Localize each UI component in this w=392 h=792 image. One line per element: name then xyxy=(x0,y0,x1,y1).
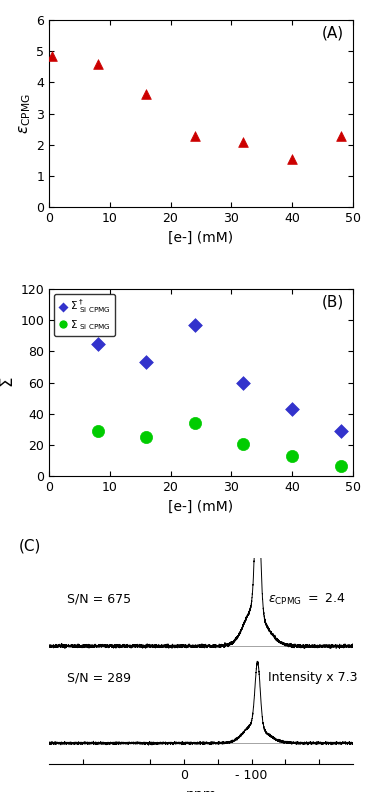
Text: (C): (C) xyxy=(18,539,41,554)
Point xyxy=(240,376,247,389)
Point xyxy=(240,135,247,148)
Legend: $\Sigma^\dagger_{\ \mathrm{Si\ CPMG}}$, $\Sigma_{\ \mathrm{Si\ CPMG}}$: $\Sigma^\dagger_{\ \mathrm{Si\ CPMG}}$, … xyxy=(54,294,115,336)
Point xyxy=(192,417,198,429)
Text: S/N = 289: S/N = 289 xyxy=(67,671,131,684)
Point xyxy=(289,450,295,463)
Y-axis label: $\Sigma$: $\Sigma$ xyxy=(0,377,18,388)
Point xyxy=(143,356,149,368)
Text: $\varepsilon_{\mathrm{CPMG}}\ =\ 2.4$: $\varepsilon_{\mathrm{CPMG}}\ =\ 2.4$ xyxy=(268,592,345,607)
Point xyxy=(94,337,101,350)
Point xyxy=(338,130,344,143)
Point xyxy=(94,425,101,437)
Point xyxy=(143,88,149,101)
X-axis label: [e-] (mM): [e-] (mM) xyxy=(168,230,234,245)
X-axis label: ppm: ppm xyxy=(185,788,216,792)
Point xyxy=(289,153,295,166)
Text: (B): (B) xyxy=(321,295,344,310)
Point xyxy=(338,459,344,472)
Y-axis label: $\varepsilon_{\mathrm{CPMG}}$: $\varepsilon_{\mathrm{CPMG}}$ xyxy=(18,93,33,134)
Point xyxy=(192,130,198,143)
Text: S/N = 675: S/N = 675 xyxy=(67,592,131,606)
Point xyxy=(192,318,198,331)
Text: (A): (A) xyxy=(321,25,344,40)
Point xyxy=(289,403,295,416)
Text: Intensity x 7.3: Intensity x 7.3 xyxy=(268,671,357,684)
Point xyxy=(240,437,247,450)
Point xyxy=(49,49,55,62)
Point xyxy=(94,57,101,70)
Point xyxy=(143,431,149,444)
Point xyxy=(338,425,344,437)
X-axis label: [e-] (mM): [e-] (mM) xyxy=(168,500,234,514)
